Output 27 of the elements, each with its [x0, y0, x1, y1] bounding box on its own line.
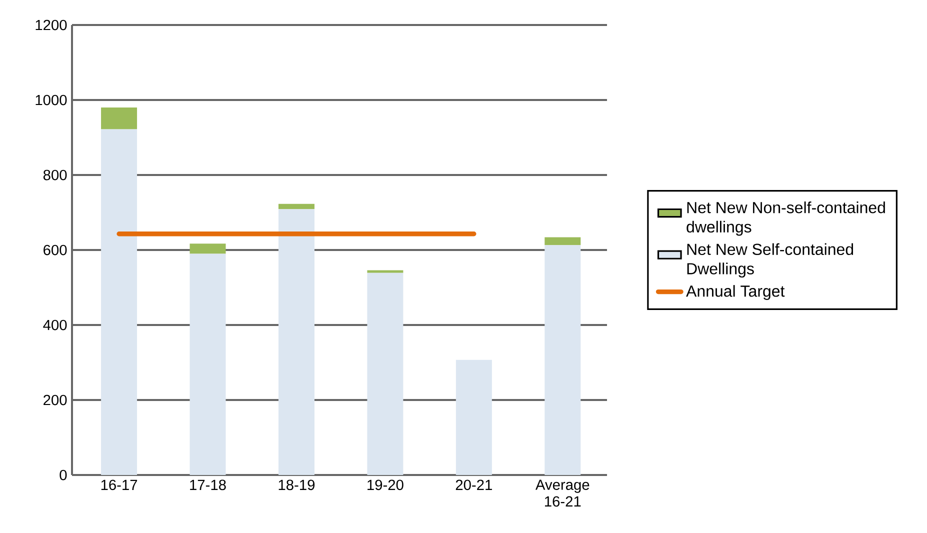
x-tick-label: 16-17	[101, 480, 138, 490]
bar	[190, 254, 226, 475]
y-tick-label: 600	[44, 244, 67, 256]
y-tick-label: 0	[60, 470, 67, 480]
bar	[544, 245, 581, 475]
y-tick-label: 1200	[36, 20, 67, 30]
bar	[278, 204, 314, 210]
legend-label: Annual Target	[686, 285, 785, 300]
x-tick-label: 18-19	[278, 480, 315, 490]
bar	[101, 107, 138, 130]
x-tick-label: Average 16-21	[535, 480, 590, 507]
bar	[101, 129, 138, 475]
bar	[367, 272, 404, 475]
bar	[456, 360, 492, 475]
bar	[367, 270, 404, 273]
bar	[190, 244, 226, 254]
x-tick-label: 19-20	[368, 480, 404, 490]
legend-label: Net New Non-self-contained dwellings	[686, 201, 885, 236]
y-tick-label: 1000	[36, 94, 67, 106]
legend-label: Net New Self-contained Dwellings	[687, 243, 854, 278]
bar	[278, 209, 314, 475]
bar	[544, 237, 581, 246]
x-tick-label: 20-21	[456, 480, 492, 490]
y-tick-label: 800	[43, 170, 67, 180]
y-tick-label: 400	[43, 320, 67, 330]
y-tick-label: 200	[44, 394, 67, 406]
x-tick-label: 17-18	[190, 480, 226, 490]
